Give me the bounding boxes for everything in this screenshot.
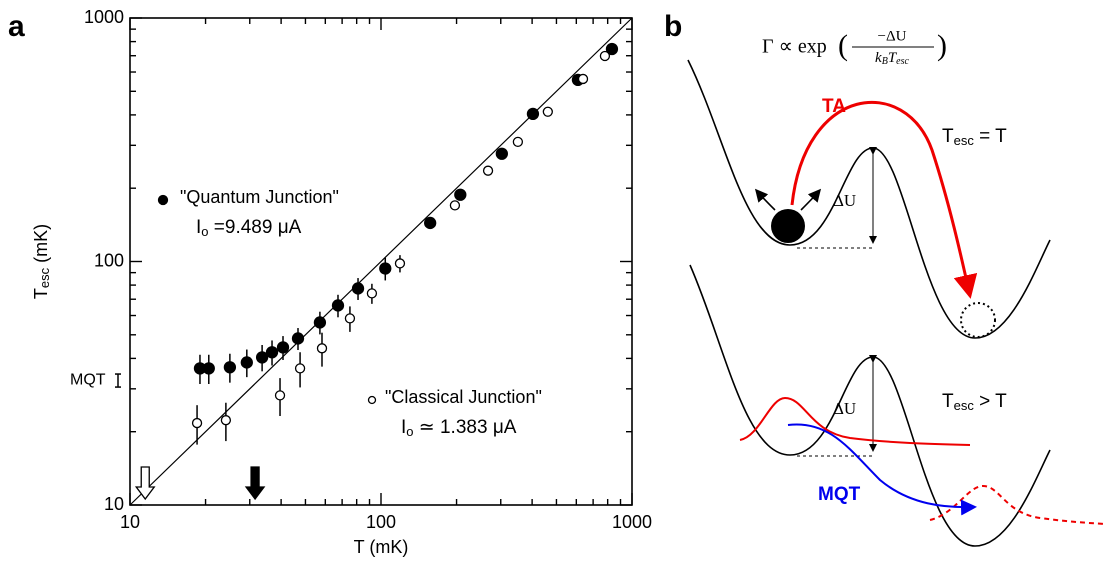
data-point: [294, 363, 306, 374]
legend-marker: [367, 395, 377, 405]
data-point: [291, 332, 305, 345]
legend-current: I: [196, 217, 201, 238]
data-point: [274, 390, 286, 401]
y-axis-label: Tesc (mK): [31, 224, 53, 299]
data-point: [202, 362, 215, 375]
legend-marker: [157, 194, 169, 206]
y-axis-label: (mK): [31, 224, 51, 268]
data-point: [344, 313, 356, 324]
data-point: [526, 107, 540, 120]
diagram: Γ ∝ exp ( −ΔU kBTesc ) ΔU TA Tesc = T ΔU…: [687, 28, 1106, 547]
legend-current: o: [201, 224, 208, 239]
data-point: [379, 262, 392, 275]
wavefunction: [929, 484, 1106, 525]
data-point: [240, 356, 253, 369]
legend-current: I: [401, 417, 406, 438]
x-tick-label: 10: [120, 512, 140, 532]
delta-u: ΔU: [833, 191, 856, 210]
condition: Tesc > T: [942, 391, 1007, 413]
formula: Γ ∝ exp: [762, 36, 827, 58]
data-point: [394, 258, 406, 269]
ta-label: TA: [822, 96, 846, 117]
mqt-label: MQT: [818, 484, 861, 505]
panel-label: b: [664, 10, 682, 43]
data-point: [482, 165, 494, 176]
x-axis-label: T (mK): [354, 537, 409, 557]
final-state: [960, 302, 996, 338]
data-point: [495, 147, 508, 160]
legend-current: Io ≃ 1.383 μA: [401, 417, 517, 439]
data-point: [351, 282, 365, 295]
mqt-label: MQT: [70, 372, 106, 389]
legend-current: o: [406, 424, 413, 439]
reference-line: [129, 17, 633, 506]
data-point: [599, 50, 611, 62]
x-tick-label: 1000: [612, 512, 652, 532]
data-point: [191, 417, 203, 429]
data-point: [577, 73, 589, 85]
wavefunction: [739, 396, 971, 446]
temperature-arrow: [244, 466, 266, 501]
data-point: [276, 341, 290, 354]
mqt-arrow: [787, 423, 977, 516]
particle: [771, 209, 805, 243]
legend-label: "Quantum Junction": [180, 187, 339, 207]
data-point: [424, 216, 437, 230]
x-tick-label: 100: [366, 512, 396, 532]
data-point: [313, 316, 327, 329]
data-point: [223, 361, 237, 374]
data-point: [454, 188, 467, 201]
data-point: [220, 415, 232, 426]
legend-current: Io =9.489 μA: [196, 217, 302, 239]
legend-current: ≃ 1.383 μA: [414, 417, 517, 438]
data-point: [449, 200, 461, 211]
legend-current: =9.489 μA: [209, 217, 302, 238]
arrow: [754, 188, 776, 211]
y-axis-label: T: [31, 288, 51, 299]
formula: (: [838, 29, 848, 62]
data-point: [331, 299, 345, 312]
legend-label: "Classical Junction": [385, 387, 542, 407]
y-tick-label: 1000: [84, 7, 124, 27]
data-point: [605, 42, 619, 56]
arrow: [800, 188, 822, 211]
panel-label: a: [8, 10, 25, 43]
formula: ): [937, 29, 947, 62]
temperature-arrow: [134, 466, 156, 501]
formula: kBTesc: [875, 50, 909, 67]
y-axis-label: esc: [37, 267, 52, 288]
y-tick-label: 100: [94, 250, 124, 270]
formula: −ΔU: [878, 28, 907, 44]
ta-arrow: [790, 101, 978, 299]
data-point: [316, 343, 328, 354]
data-point: [512, 136, 524, 148]
delta-u: ΔU: [833, 399, 856, 418]
condition: Tesc = T: [942, 126, 1007, 148]
data-point: [366, 288, 378, 299]
data-point: [255, 351, 269, 364]
y-tick-label: 10: [104, 494, 124, 514]
data-point: [542, 106, 553, 117]
data-point: [265, 346, 279, 359]
